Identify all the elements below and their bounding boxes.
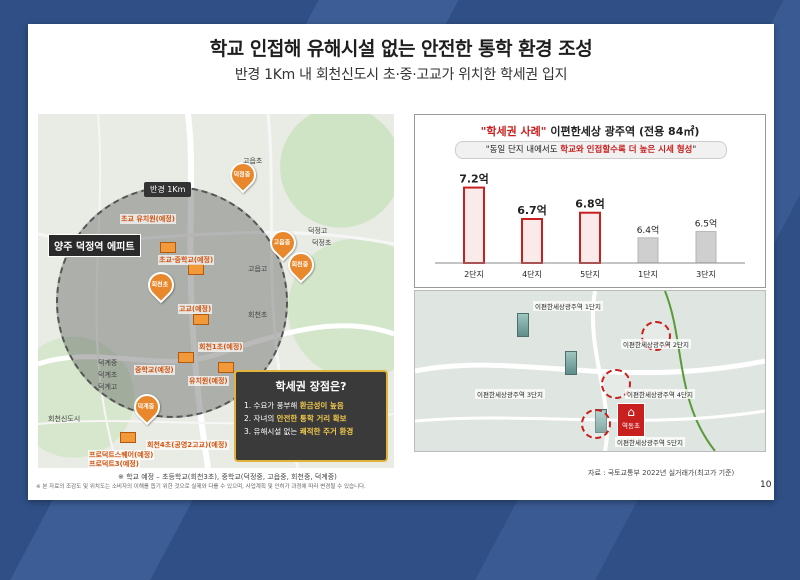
bar-value-label: 6.4억 [637, 224, 660, 236]
school-label: 고교(예정) [178, 304, 213, 314]
school-label: 초교·중학교(예정) [158, 255, 215, 265]
place-label: 덕정고 [308, 227, 328, 235]
bar-value-label: 6.7억 [517, 204, 547, 217]
case-title: "학세권 사례" 이편한세상 광주역 (전용 84㎡) [480, 125, 700, 138]
bar-value-label: 7.2억 [459, 173, 489, 186]
map-note: ※ 학교 예정 – 초등학교(회천3초), 중학교(덕정중, 고읍중, 회천중,… [118, 473, 337, 481]
school-icon: ⌂ [627, 405, 635, 419]
bar-value-label: 6.8억 [575, 198, 605, 211]
complex-label: 이편한세상광주역 3단지 [475, 389, 546, 399]
category-label: 4단지 [522, 269, 542, 279]
source-note: 자료 : 국토교통부 2022년 실거래가(최고가 기준) [588, 469, 735, 477]
bar-3단지 [695, 231, 717, 264]
school-label: 초교 유치원(예정) [120, 214, 176, 224]
school-site [193, 314, 209, 325]
advantages-list: 1. 수요가 풍부해 환금성이 높음 2. 자녀의 안전한 통학 거리 확보 3… [244, 399, 386, 438]
category-label: 2단지 [464, 269, 484, 279]
case-quote: "동일 단지 내에서도 학교와 인접할수록 더 높은 시세 형성" [455, 141, 727, 159]
complex-label: 이편한세상광주역 1단지 [533, 301, 604, 311]
school-label: 회천1초(예정) [198, 342, 244, 352]
school-site [120, 432, 136, 443]
advantage-item: 3. 유해시설 없는 쾌적한 주거 환경 [244, 427, 354, 436]
case-chart-box: "학세권 사례" 이편한세상 광주역 (전용 84㎡) "동일 단지 내에서도 … [414, 114, 766, 288]
case-site-map: 이편한세상광주역 1단지 이편한세상광주역 2단지 이편한세상광주역 3단지 이… [414, 290, 766, 452]
page-title: 학교 인접해 유해시설 없는 안전한 통학 환경 조성 [209, 38, 593, 60]
highlight-circle [581, 409, 611, 439]
advantages-box: 학세권 장점은? 1. 수요가 풍부해 환금성이 높음 2. 자녀의 안전한 통… [234, 370, 388, 462]
place-label: 고읍초 [243, 157, 263, 165]
place-label: 덕계중 [98, 359, 118, 367]
bar-4단지 [521, 218, 543, 264]
place-label: 회천신도시 [48, 415, 81, 423]
school-label: 프로덕트3(예정) [88, 459, 140, 468]
school-label: 회천4초(공영2고교)(예정) [146, 440, 229, 450]
bar-value-label: 6.5억 [695, 218, 718, 230]
page-number: 10 [760, 480, 772, 490]
category-label: 3단지 [696, 269, 716, 279]
place-label: 덕정초 [312, 239, 332, 247]
school-label: 유치원(예정) [188, 376, 229, 386]
place-label: 덕계고 [98, 383, 118, 391]
apartment-building [517, 313, 529, 337]
place-label: 회천초 [248, 311, 268, 319]
bar-1단지 [637, 237, 659, 264]
category-label: 5단지 [580, 269, 600, 279]
price-bar-chart: 7.2억 2단지 6.7억 4단지 6.8억 5단지 6.4억 1단지 6.5억 3단지 [435, 173, 745, 279]
complex-label: 이편한세상광주역 5단지 [615, 437, 686, 447]
place-label: 덕계초 [98, 371, 118, 379]
school-site [160, 242, 176, 253]
advantage-item: 1. 수요가 풍부해 환금성이 높음 [244, 401, 344, 410]
place-label: 고읍고 [248, 265, 268, 273]
school-label: 중학교(예정) [134, 365, 175, 375]
slide-panel: 학교 인접해 유해시설 없는 안전한 통학 환경 조성 반경 1Km 내 회천신… [28, 24, 774, 500]
school-site [218, 362, 234, 373]
category-label: 1단지 [638, 269, 658, 279]
apartment-building [565, 351, 577, 375]
complex-label: 이편한세상광주역 4단지 [625, 389, 696, 399]
complex-label: 이편한세상광주역 2단지 [621, 339, 692, 349]
bar-2단지 [463, 186, 485, 265]
page-subtitle: 반경 1Km 내 회천신도시 초·중·고교가 위치한 학세권 입지 [234, 67, 568, 83]
school-site [188, 264, 204, 275]
radius-tag: 반경 1Km [144, 182, 192, 197]
advantage-item: 2. 자녀의 안전한 통학 거리 확보 [244, 414, 347, 423]
disclaimer: ※ 본 자료의 조감도 및 위치도는 소비자의 이해를 돕기 위한 것으로 실제… [36, 484, 366, 490]
school-site [178, 352, 194, 363]
school-label: 프로덕트스퀘어(예정) [88, 450, 155, 460]
complex-label: 양주 덕정역 에피트 [48, 234, 141, 257]
bar-5단지 [579, 211, 601, 264]
advantages-title: 학세권 장점은? [275, 380, 347, 393]
school-badge: ⌂ 역동초 [617, 403, 645, 437]
location-map: 반경 1Km 양주 덕정역 에피트 초교 유치원(예정) 초교·중학교(예정) … [38, 114, 394, 468]
